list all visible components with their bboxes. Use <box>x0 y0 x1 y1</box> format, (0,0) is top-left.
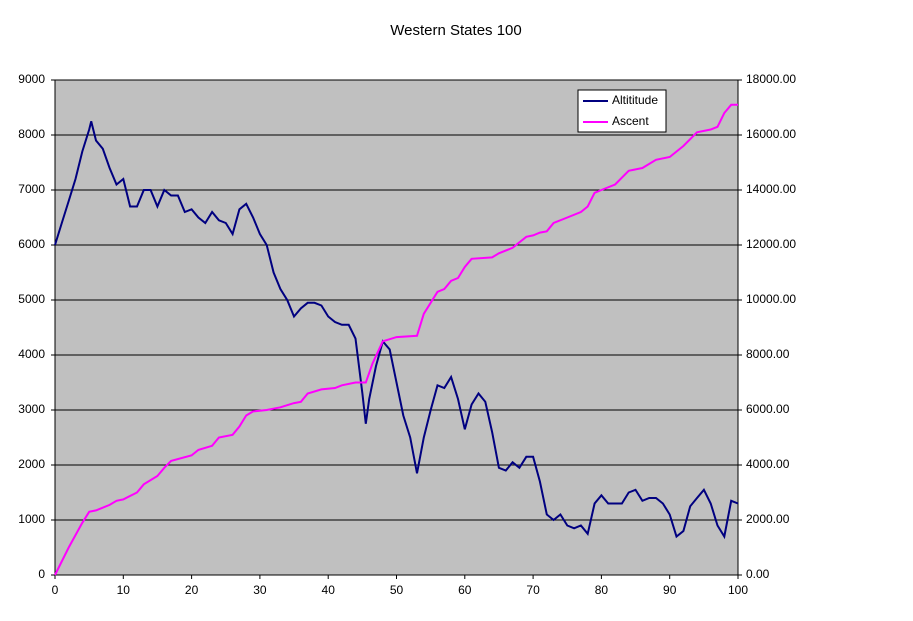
y-tick-label: 9000 <box>18 72 45 86</box>
x-tick-label: 10 <box>117 583 131 597</box>
y-tick-label: 5000 <box>18 292 45 306</box>
x-tick-label: 80 <box>595 583 609 597</box>
y2-tick-label: 10000.00 <box>746 292 796 306</box>
x-tick-label: 20 <box>185 583 199 597</box>
y2-tick-label: 16000.00 <box>746 127 796 141</box>
y-tick-label: 2000 <box>18 457 45 471</box>
x-tick-label: 0 <box>52 583 59 597</box>
y2-tick-label: 18000.00 <box>746 72 796 86</box>
y2-tick-label: 8000.00 <box>746 347 790 361</box>
y-tick-label: 0 <box>38 567 45 581</box>
y2-tick-label: 4000.00 <box>746 457 790 471</box>
chart-title: Western States 100 <box>390 22 521 39</box>
y2-tick-label: 14000.00 <box>746 182 796 196</box>
x-tick-label: 40 <box>322 583 336 597</box>
y2-tick-label: 0.00 <box>746 567 770 581</box>
x-tick-label: 90 <box>663 583 677 597</box>
y2-tick-label: 12000.00 <box>746 237 796 251</box>
x-tick-label: 60 <box>458 583 472 597</box>
data-line <box>54 121 739 540</box>
legend <box>577 89 667 133</box>
legend-label: Ascent <box>612 114 649 128</box>
x-tick-label: 70 <box>526 583 540 597</box>
y2-tick-label: 6000.00 <box>746 402 790 416</box>
x-tick-label: 100 <box>728 583 748 597</box>
y-tick-label: 3000 <box>18 402 45 416</box>
y-tick-label: 1000 <box>18 512 45 526</box>
legend-label: Altititude <box>612 93 658 107</box>
y-tick-label: 4000 <box>18 347 45 361</box>
y-tick-label: 7000 <box>18 182 45 196</box>
y2-tick-label: 2000.00 <box>746 512 790 526</box>
data-line <box>54 103 738 576</box>
y-tick-label: 6000 <box>18 237 45 251</box>
y-tick-label: 8000 <box>18 127 45 141</box>
x-tick-label: 30 <box>253 583 267 597</box>
x-tick-label: 50 <box>390 583 404 597</box>
plot-area <box>54 79 739 576</box>
